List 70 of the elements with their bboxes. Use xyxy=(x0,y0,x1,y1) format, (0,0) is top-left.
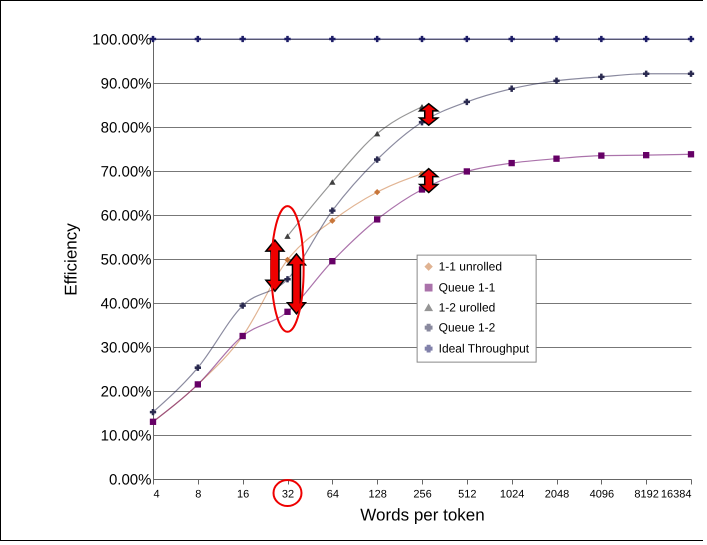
point xyxy=(643,152,650,158)
point xyxy=(240,36,246,42)
legend-label: Queue 1-1 xyxy=(438,280,496,295)
legend-label: 1-2 urolled xyxy=(438,300,496,315)
point xyxy=(374,156,380,163)
y-tick-label: 0.00% xyxy=(108,472,152,488)
point xyxy=(374,188,380,196)
point xyxy=(284,256,291,264)
point xyxy=(329,207,336,214)
point xyxy=(194,36,201,42)
x-tick-label: 4 xyxy=(154,488,160,500)
point xyxy=(374,216,380,223)
y-tick-label: 90.00% xyxy=(100,76,152,92)
point xyxy=(508,86,515,92)
y-tick-label: 40.00% xyxy=(100,296,152,312)
y-tick-label: 70.00% xyxy=(100,164,152,180)
y-axis-title: Efficiency xyxy=(61,222,80,296)
x-tick-label: 8 xyxy=(195,488,202,500)
point xyxy=(284,36,291,42)
point xyxy=(374,130,380,136)
point xyxy=(553,36,560,42)
y-tick-label: 10.00% xyxy=(100,428,152,444)
point xyxy=(464,98,470,106)
point xyxy=(553,78,560,84)
y-tick-label: 50.00% xyxy=(100,252,152,268)
x-tick-label: 1024 xyxy=(500,488,524,500)
legend-label: Ideal Throughput xyxy=(438,342,530,356)
point xyxy=(240,302,246,309)
point xyxy=(374,36,380,42)
y-tick-label: 100.00% xyxy=(92,32,152,48)
point xyxy=(329,258,336,264)
point xyxy=(598,74,604,80)
y-tick-label: 30.00% xyxy=(100,340,152,356)
point xyxy=(194,364,201,371)
point xyxy=(688,70,694,77)
x-tick-label: 16 xyxy=(237,488,250,500)
legend-label: Queue 1-2 xyxy=(438,320,496,335)
y-tick-label: 80.00% xyxy=(100,120,152,136)
point xyxy=(150,408,156,416)
point xyxy=(284,308,291,315)
point xyxy=(464,168,470,175)
x-tick-label: 2048 xyxy=(544,488,570,500)
point xyxy=(329,179,336,185)
x-tick-label: 8192 xyxy=(634,488,659,500)
x-tick-label: 256 xyxy=(413,488,432,500)
point xyxy=(508,160,515,166)
point xyxy=(284,276,291,282)
point xyxy=(329,36,336,42)
point xyxy=(598,36,604,42)
x-tick-label: 64 xyxy=(326,488,339,500)
point xyxy=(553,156,560,162)
legend-label: 1-1 unrolled xyxy=(438,260,502,274)
point xyxy=(418,36,426,42)
point xyxy=(329,218,336,224)
y-tick-label: 60.00% xyxy=(100,208,152,224)
x-tick-label: 512 xyxy=(458,488,477,500)
point xyxy=(643,36,650,42)
x-tick-label: 4096 xyxy=(590,488,614,500)
point xyxy=(598,152,604,159)
x-tick-label: 32 xyxy=(282,488,294,500)
y-tick-label: 20.00% xyxy=(100,384,152,400)
point xyxy=(508,36,515,42)
point xyxy=(688,36,694,42)
point xyxy=(688,151,694,158)
point xyxy=(464,36,470,42)
point xyxy=(643,70,650,77)
point xyxy=(284,233,291,239)
x-axis-title: Words per token xyxy=(360,506,485,524)
x-tick-label: 16384 xyxy=(660,488,692,500)
x-tick-label: 128 xyxy=(368,488,387,500)
